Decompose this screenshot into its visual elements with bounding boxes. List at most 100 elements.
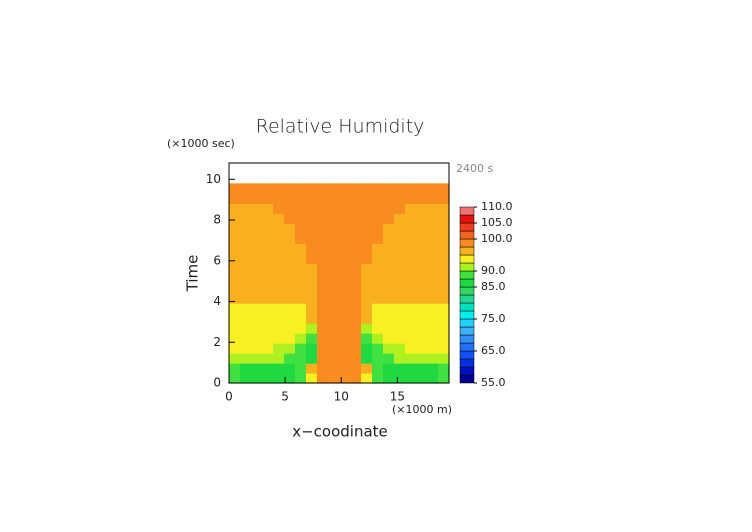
contour-cell — [350, 263, 362, 274]
contour-cell — [240, 233, 252, 244]
contour-cell — [240, 213, 252, 224]
colorbar-box — [459, 366, 475, 376]
contour-cell — [284, 263, 296, 274]
contour-cell — [339, 193, 351, 204]
x-tick-label: 5 — [281, 390, 289, 404]
contour-cell — [438, 223, 450, 234]
colorbar-box — [459, 262, 475, 272]
contour-cell — [361, 243, 373, 254]
contour-cell — [350, 193, 362, 204]
contour-cell — [372, 283, 384, 294]
contour-cell — [251, 213, 263, 224]
contour-cell — [361, 283, 373, 294]
contour-cell — [427, 223, 439, 234]
contour-cell — [405, 313, 417, 324]
contour-cell — [262, 253, 274, 264]
contour-cell — [394, 303, 406, 314]
contour-cell — [361, 303, 373, 314]
contour-cell — [262, 313, 274, 324]
contour-cell — [240, 253, 252, 264]
contour-cell — [284, 203, 296, 214]
colorbar-box — [459, 334, 475, 344]
contour-cell — [306, 203, 318, 214]
colorbar-label: 55.0 — [481, 376, 506, 389]
contour-cell — [284, 233, 296, 244]
contour-cell — [306, 193, 318, 204]
contour-cell — [405, 373, 417, 384]
colorbar-box — [459, 326, 475, 336]
contour-cell — [273, 303, 285, 314]
contour-cell — [416, 223, 428, 234]
contour-cell — [273, 373, 285, 384]
contour-cell — [405, 253, 417, 264]
contour-cell — [251, 223, 263, 234]
colorbar-box — [459, 238, 475, 248]
contour-cell — [372, 293, 384, 304]
contour-cell — [251, 333, 263, 344]
colorbar-label: 100.0 — [481, 232, 513, 245]
contour-cell — [405, 353, 417, 364]
contour-cell — [438, 313, 450, 324]
contour-cell — [394, 323, 406, 334]
contour-cell — [438, 193, 450, 204]
contour-cell — [361, 313, 373, 324]
contour-cell — [383, 243, 395, 254]
contour-cell — [372, 253, 384, 264]
contour-cell — [295, 193, 307, 204]
contour-cell — [240, 333, 252, 344]
contour-cell — [240, 293, 252, 304]
contour-cell — [229, 223, 241, 234]
colorbar-box — [459, 294, 475, 304]
contour-cell — [361, 213, 373, 224]
contour-cell — [361, 363, 373, 374]
contour-cell — [405, 343, 417, 354]
contour-cell — [284, 323, 296, 334]
contour-cell — [306, 183, 318, 194]
contour-cell — [339, 273, 351, 284]
contour-cell — [394, 273, 406, 284]
contour-cell — [328, 243, 340, 254]
contour-cell — [262, 283, 274, 294]
contour-cell — [240, 223, 252, 234]
contour-cell — [350, 293, 362, 304]
contour-cell — [438, 323, 450, 334]
contour-cell — [350, 253, 362, 264]
contour-cell — [383, 353, 395, 364]
contour-cell — [416, 193, 428, 204]
contour-cell — [240, 183, 252, 194]
contour-cell — [328, 303, 340, 314]
contour-cell — [262, 323, 274, 334]
contour-cell — [295, 363, 307, 374]
colorbar-label: 110.0 — [481, 200, 513, 213]
contour-cell — [339, 343, 351, 354]
contour-cell — [372, 313, 384, 324]
contour-cell — [427, 353, 439, 364]
contour-cell — [416, 243, 428, 254]
contour-cell — [394, 223, 406, 234]
contour-cell — [273, 353, 285, 364]
contour-cell — [251, 283, 263, 294]
contour-cell — [372, 193, 384, 204]
contour-cell — [262, 353, 274, 364]
contour-cell — [262, 203, 274, 214]
contour-cell — [416, 333, 428, 344]
contour-cell — [383, 343, 395, 354]
contour-cell — [394, 333, 406, 344]
contour-cell — [284, 253, 296, 264]
contour-cell — [317, 193, 329, 204]
contour-cell — [438, 203, 450, 214]
contour-cell — [416, 293, 428, 304]
contour-cell — [240, 193, 252, 204]
contour-cell — [273, 183, 285, 194]
contour-cell — [295, 333, 307, 344]
contour-cell — [295, 253, 307, 264]
contour-cell — [295, 353, 307, 364]
contour-cell — [438, 373, 450, 384]
contour-cell — [339, 233, 351, 244]
contour-cell — [251, 353, 263, 364]
colorbar-box — [459, 302, 475, 312]
contour-cell — [317, 283, 329, 294]
contour-cell — [438, 253, 450, 264]
colorbar-box — [459, 286, 475, 296]
